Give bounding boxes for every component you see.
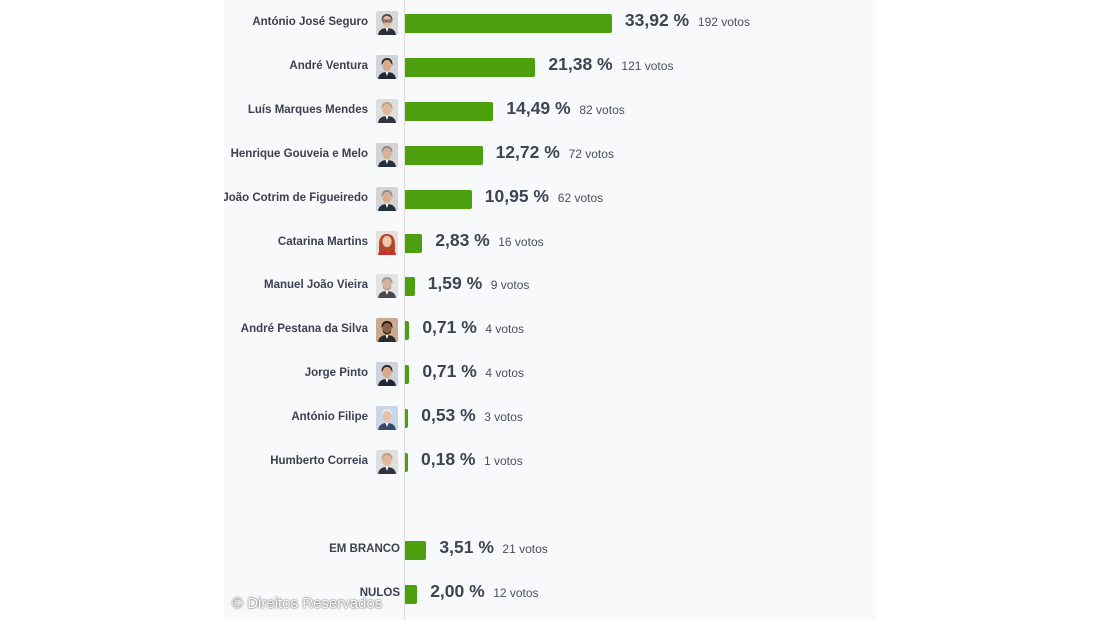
result-row-candidate: António Filipe 0,53 % 3 votos (224, 403, 876, 433)
percent-label: 0,71 % (422, 317, 477, 338)
result-row-candidate: Henrique Gouveia e Melo 12,72 % 72 votos (224, 140, 876, 170)
result-row-candidate: Jorge Pinto 0,71 % 4 votos (224, 359, 876, 389)
results-panel: António José Seguro 33,92 % 192 votos Andr… (224, 0, 876, 620)
copyright-watermark: © Direitos Reservados (232, 595, 383, 612)
portrait-man-white-hair-icon (376, 406, 398, 431)
result-row-other: NULOS 2,00 % 12 votos (224, 579, 876, 609)
portrait-man-beard-icon (376, 274, 398, 299)
votes-label: 4 votos (485, 322, 525, 337)
result-row-candidate: André Ventura 21,38 % 121 votos (224, 52, 876, 82)
percent-label: 1,59 % (427, 273, 483, 294)
result-bar (405, 189, 472, 209)
result-bar (405, 277, 415, 297)
portrait-man-dark-icon (376, 318, 398, 343)
votes-label: 21 votos (502, 542, 548, 556)
percent-label: 12,72 % (495, 141, 560, 162)
candidate-name-label: André Ventura (289, 59, 368, 72)
percent-label: 0,53 % (421, 405, 476, 426)
portrait-man-bald-icon (376, 450, 398, 474)
candidate-name-label: Humberto Correia (270, 455, 368, 467)
portrait-man-dark-hair-icon (376, 54, 398, 79)
votes-label: 3 votos (484, 410, 523, 425)
candidate-name-label: André Pestana da Silva (240, 323, 368, 336)
result-bar (405, 57, 536, 77)
candidate-name-label: Jorge Pinto (304, 367, 368, 380)
candidate-name-label: António José Seguro (252, 16, 368, 28)
votes-label: 121 votos (621, 58, 674, 73)
percent-label: 14,49 % (506, 97, 571, 118)
candidate-name-label: João Cotrim de Figueiredo (224, 191, 368, 204)
result-row-other: EM BRANCO 3,51 % 21 votos (224, 535, 876, 565)
percent-label: 33,92 % (624, 10, 690, 30)
portrait-woman-red-hair-icon (376, 230, 398, 255)
votes-label: 72 votos (568, 146, 614, 161)
percent-label: 3,51 % (439, 537, 494, 557)
result-row-candidate: João Cotrim de Figueiredo 10,95 % 62 voto… (224, 184, 876, 214)
portrait-man-bald-icon (376, 98, 398, 123)
percent-label: 2,83 % (435, 229, 490, 250)
percent-label: 0,18 % (421, 449, 476, 469)
percent-label: 2,00 % (430, 580, 485, 601)
votes-label: 9 votos (490, 278, 530, 293)
result-bar (405, 321, 410, 341)
percent-label: 0,71 % (422, 361, 477, 382)
votes-label: 192 votos (697, 15, 750, 29)
portrait-man-glasses-icon (376, 11, 398, 35)
result-bar (405, 409, 409, 429)
votes-label: 4 votos (485, 366, 525, 381)
result-bar (405, 365, 410, 385)
portrait-man-grey-hair-icon (376, 186, 398, 211)
candidate-name-label: Luís Marques Mendes (247, 103, 368, 116)
votes-label: 16 votos (498, 234, 544, 249)
result-bar (405, 14, 612, 33)
result-bar (405, 453, 408, 472)
candidate-name-label: António Filipe (291, 411, 368, 424)
result-bar (405, 145, 483, 165)
result-row-candidate: Humberto Correia 0,18 % 1 votos (224, 447, 876, 477)
votes-label: 12 votos (493, 585, 539, 600)
candidate-name-label: EM BRANCO (329, 543, 400, 555)
baseline-axis (404, 0, 405, 620)
percent-label: 10,95 % (484, 185, 549, 206)
votes-label: 82 votos (579, 102, 625, 117)
result-bar (405, 233, 423, 253)
candidate-name-label: Henrique Gouveia e Melo (230, 147, 368, 160)
votes-label: 1 votos (484, 454, 523, 468)
candidate-name-label: Catarina Martins (277, 235, 368, 248)
portrait-man-grey-hair-icon (376, 142, 398, 167)
result-row-candidate: Luís Marques Mendes 14,49 % 82 votos (224, 96, 876, 126)
result-row-candidate: Catarina Martins 2,83 % 16 votos (224, 228, 876, 258)
candidate-name-label: Manuel João Vieira (264, 279, 368, 292)
result-bar (405, 101, 494, 121)
votes-label: 62 votos (557, 190, 604, 205)
result-bar (405, 584, 418, 604)
candidate-name-label: NULOS (359, 586, 400, 599)
result-row-candidate: António José Seguro 33,92 % 192 votos (224, 8, 876, 38)
result-row-candidate: André Pestana da Silva 0,71 % 4 votos (224, 315, 876, 345)
result-bar (405, 541, 427, 560)
portrait-man-dark-hair-icon (376, 362, 398, 387)
result-row-candidate: Manuel João Vieira 1,59 % 9 votos (224, 271, 876, 301)
percent-label: 21,38 % (548, 53, 613, 74)
